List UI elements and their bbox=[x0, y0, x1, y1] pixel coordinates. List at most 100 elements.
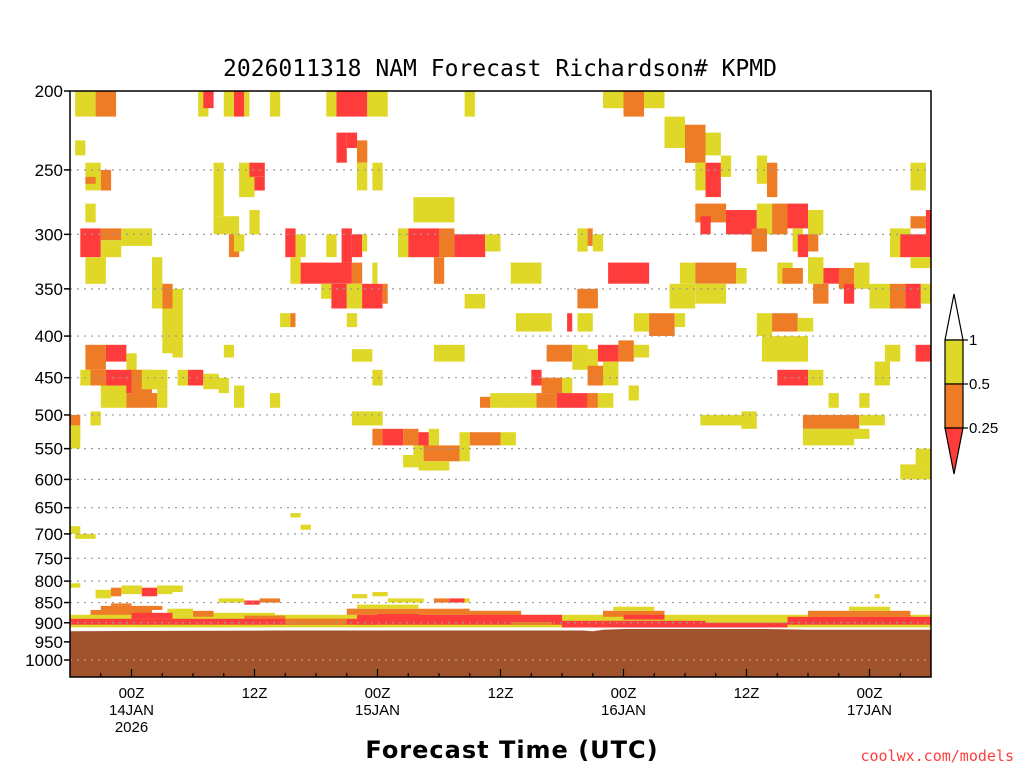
ri-cell bbox=[187, 369, 204, 386]
legend-swatch bbox=[944, 293, 964, 341]
legend-swatch bbox=[944, 383, 964, 429]
ri-cell bbox=[70, 526, 81, 534]
ri-cell bbox=[572, 344, 588, 370]
ri-cell bbox=[249, 210, 260, 235]
ground-terrain bbox=[70, 628, 931, 677]
ri-cell bbox=[213, 162, 224, 217]
ri-cell bbox=[336, 132, 347, 163]
ri-cell bbox=[854, 262, 870, 289]
ri-cell bbox=[75, 533, 96, 539]
legend: 1 0.5 0.25 bbox=[944, 293, 998, 475]
legend-swatch bbox=[944, 339, 964, 385]
ri-cell bbox=[597, 344, 619, 362]
ri-cell bbox=[905, 283, 921, 309]
x-tick-label: 2026 bbox=[115, 719, 148, 736]
ri-cell bbox=[234, 234, 245, 252]
ri-cell bbox=[141, 369, 168, 390]
x-tick-label: 00Z bbox=[365, 685, 391, 702]
ri-cell bbox=[433, 257, 445, 284]
ri-cell bbox=[874, 361, 890, 386]
y-tick-label: 200 bbox=[35, 82, 63, 101]
ri-cell bbox=[587, 349, 598, 370]
ri-cell bbox=[787, 616, 931, 625]
ri-cell bbox=[669, 283, 696, 309]
y-tick-label: 450 bbox=[35, 369, 63, 388]
ri-cell bbox=[592, 234, 604, 252]
ri-cell bbox=[439, 228, 455, 258]
credit-link[interactable]: coolwx.com/models bbox=[860, 747, 1014, 765]
ri-cell bbox=[413, 445, 424, 468]
ri-cell bbox=[705, 622, 788, 628]
ri-cell bbox=[357, 604, 419, 609]
ri-cell bbox=[808, 210, 824, 235]
ri-cell bbox=[925, 210, 931, 235]
ri-cell bbox=[859, 393, 870, 408]
ri-cell bbox=[346, 313, 358, 328]
x-axis-label: Forecast Time (UTC) bbox=[365, 736, 658, 764]
ri-cell bbox=[269, 393, 281, 408]
ri-cell bbox=[162, 283, 173, 309]
ri-cell bbox=[767, 162, 778, 198]
ri-cell bbox=[382, 428, 404, 446]
ri-cell bbox=[126, 393, 158, 408]
ri-cell bbox=[700, 216, 711, 235]
ri-cell bbox=[664, 116, 685, 148]
ri-cell bbox=[351, 234, 363, 258]
ri-cell bbox=[326, 234, 337, 258]
ri-cell bbox=[382, 283, 388, 304]
ri-cell bbox=[787, 203, 808, 229]
ri-cell bbox=[100, 228, 122, 241]
ri-cell bbox=[756, 313, 773, 336]
ri-cell bbox=[428, 428, 440, 446]
x-tick-label: 16JAN bbox=[601, 702, 646, 719]
ri-cell bbox=[628, 385, 639, 401]
ri-cell bbox=[351, 349, 373, 362]
ri-cell bbox=[828, 393, 839, 408]
ri-cell bbox=[808, 257, 824, 284]
ri-cell bbox=[280, 313, 291, 328]
ri-cell bbox=[418, 432, 429, 449]
ri-cell bbox=[623, 91, 644, 117]
y-tick-label: 900 bbox=[35, 614, 63, 633]
ri-cell bbox=[326, 91, 337, 117]
ri-cell bbox=[70, 583, 81, 588]
ri-cell bbox=[300, 524, 311, 530]
ri-cell bbox=[341, 228, 352, 263]
ri-cell bbox=[126, 353, 137, 378]
ri-cell bbox=[157, 389, 168, 408]
ri-cell bbox=[172, 585, 183, 592]
ri-cell bbox=[823, 268, 844, 284]
ri-cell bbox=[577, 288, 598, 309]
ri-cell bbox=[695, 283, 727, 304]
ri-cell bbox=[387, 598, 424, 603]
x-tick-label: 17JAN bbox=[847, 702, 892, 719]
ground-layer bbox=[69, 627, 931, 677]
ri-cell bbox=[843, 283, 855, 304]
ri-cell bbox=[587, 228, 593, 246]
ri-cell bbox=[290, 513, 301, 518]
ri-cell bbox=[111, 587, 122, 597]
ri-cell bbox=[469, 432, 501, 446]
ri-cell bbox=[249, 162, 265, 177]
ri-cell bbox=[372, 162, 383, 191]
ri-cell bbox=[577, 228, 588, 252]
ri-cell bbox=[603, 610, 665, 617]
ri-cell bbox=[269, 91, 281, 117]
ri-cell bbox=[75, 140, 86, 156]
ri-cell bbox=[372, 369, 383, 386]
ri-cell bbox=[802, 414, 860, 429]
ri-cell bbox=[198, 91, 209, 117]
ri-cell bbox=[70, 618, 378, 625]
ri-cell bbox=[649, 313, 675, 336]
ri-cell bbox=[336, 91, 368, 117]
y-tick-label: 1000 bbox=[25, 651, 63, 670]
plot-area bbox=[70, 91, 932, 628]
ri-cell bbox=[562, 377, 573, 394]
ri-cell bbox=[802, 428, 855, 446]
ri-cell bbox=[346, 132, 358, 148]
ri-cell bbox=[603, 91, 624, 109]
ri-cell bbox=[510, 262, 542, 284]
ri-cell bbox=[218, 598, 245, 603]
ri-cell bbox=[100, 385, 127, 408]
x-tick-label: 00Z bbox=[611, 685, 637, 702]
